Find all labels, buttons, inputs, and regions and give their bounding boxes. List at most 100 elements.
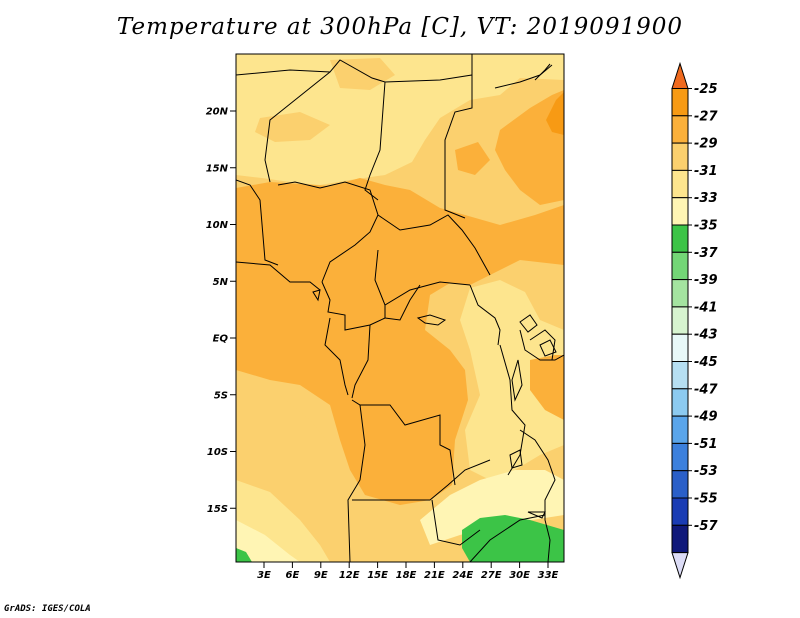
lat-tick-label: EQ <box>213 334 229 345</box>
band-37-southwest <box>236 548 252 562</box>
border-line <box>236 59 386 83</box>
lon-tick-label: 9E <box>314 570 328 581</box>
colorbar-swatch <box>671 442 689 472</box>
colorbar-swatch <box>671 497 689 526</box>
lon-tick-label: 18E <box>396 570 417 581</box>
colorbar-label: -55 <box>694 492 718 507</box>
lat-tick-label: 10S <box>207 447 228 458</box>
chart-title: Temperature at 300hPa [C], VT: 201909190… <box>116 14 684 40</box>
colorbar-swatch <box>671 361 689 390</box>
border-line <box>324 317 349 396</box>
border-line <box>236 179 279 266</box>
band-37-southeast <box>462 515 564 562</box>
colorbar-label: -31 <box>694 164 718 179</box>
band-31-patch-b <box>330 58 395 90</box>
border-line <box>321 281 386 331</box>
lake-outline <box>312 289 321 302</box>
colorbar: -25 -27 -29 -31 -33 -35 -37 -39 -41 -43 -45 -47 -49 -… <box>671 61 718 580</box>
colorbar-swatch <box>671 415 689 444</box>
colorbar-swatch <box>671 388 689 417</box>
map-frame <box>235 53 565 563</box>
border-line <box>494 64 553 89</box>
colorbar-label: -45 <box>694 355 718 370</box>
lake-outline <box>416 314 447 326</box>
lat-tick-label: 5S <box>214 390 228 401</box>
colorbar-swatch <box>671 251 689 281</box>
lon-tick-label: 6E <box>286 570 300 581</box>
colorbar-swatch <box>671 279 689 308</box>
lon-tick-label: 33E <box>538 570 559 581</box>
border-line <box>444 54 473 219</box>
colorbar-label: -29 <box>694 137 718 152</box>
colorbar-label: -41 <box>694 300 718 315</box>
band-27-hotspot <box>546 92 564 135</box>
band-31-patch-a <box>255 112 330 142</box>
border-line <box>469 514 546 562</box>
colorbar-label: -33 <box>694 191 718 206</box>
border-line <box>351 324 371 399</box>
colorbar-swatch <box>671 169 689 199</box>
lon-tick-label: 21E <box>424 570 445 581</box>
lat-tick-label: 15N <box>206 163 229 174</box>
lake-outline <box>519 314 538 333</box>
border-line <box>519 429 556 562</box>
colorbar-label: -47 <box>694 382 718 397</box>
colorbar-label: -43 <box>694 328 718 343</box>
lat-tick-label: 15S <box>207 504 228 515</box>
colorbar-swatch <box>671 333 689 363</box>
colorbar-label: -25 <box>694 82 718 97</box>
border-line <box>529 329 556 361</box>
colorbar-swatch <box>671 224 689 253</box>
border-line <box>351 399 456 486</box>
axis-ticks: 20N 15N 10N 5N EQ 5S 10S 15S 3E 6E 9E 12E 15E 18E 21E 2… <box>206 107 559 582</box>
border-line <box>377 214 491 276</box>
band-33-north <box>236 54 564 185</box>
border-line <box>384 284 421 321</box>
colorbar-label: -53 <box>694 464 718 479</box>
border-line <box>519 329 564 361</box>
border-line <box>352 459 491 501</box>
lon-tick-label: 12E <box>339 570 360 581</box>
lon-tick-label: 3E <box>257 570 271 581</box>
lake-outline <box>539 339 557 357</box>
colorbar-bottom-arrow <box>671 552 689 580</box>
grads-credit: GrADS: IGES/COLA <box>4 604 91 614</box>
lat-tick-label: 10N <box>206 220 229 231</box>
lon-tick-label: 24E <box>452 570 473 581</box>
colorbar-label: -35 <box>694 219 718 234</box>
border-line <box>347 404 366 562</box>
colorbar-swatch <box>671 115 689 144</box>
lon-tick-label: 27E <box>481 570 502 581</box>
colorbar-swatch <box>671 142 689 171</box>
temperature-field <box>236 54 564 562</box>
colorbar-label: -37 <box>694 246 718 261</box>
border-line <box>499 344 526 476</box>
border-line <box>534 63 551 81</box>
border-line <box>374 249 471 306</box>
colorbar-top-arrow <box>671 61 689 89</box>
band-35-south <box>236 520 300 562</box>
lake-outline <box>511 359 523 402</box>
border-line <box>264 71 331 183</box>
lake-outline <box>509 449 523 469</box>
lat-tick-label: 5N <box>213 277 229 288</box>
borders <box>236 54 564 562</box>
colorbar-label: -39 <box>694 273 718 288</box>
colorbar-swatch <box>671 197 689 226</box>
colorbar-swatch <box>671 524 689 554</box>
band-35-southeast <box>420 470 564 545</box>
lat-tick-label: 20N <box>206 107 229 118</box>
border-line <box>431 499 481 546</box>
colorbar-label: -51 <box>694 437 718 452</box>
border-line <box>277 181 379 283</box>
band-29-sudan-b <box>455 142 490 175</box>
lake-outline <box>527 511 546 519</box>
colorbar-swatch <box>671 470 689 499</box>
band-29-east <box>530 355 564 420</box>
colorbar-label: -27 <box>694 109 718 124</box>
lon-tick-label: 15E <box>367 570 388 581</box>
border-line <box>236 261 321 291</box>
border-line <box>364 81 386 201</box>
colorbar-label: -49 <box>694 410 718 425</box>
